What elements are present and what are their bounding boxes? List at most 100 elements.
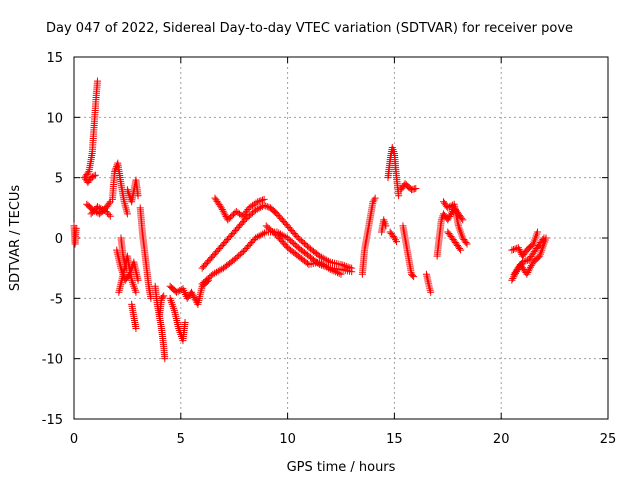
y-tick-label: -5 [50, 292, 63, 307]
data-point [255, 197, 263, 205]
x-tick-label: 0 [70, 432, 78, 447]
series-seg-08 [117, 234, 130, 272]
data-point [332, 268, 340, 276]
data-point [161, 355, 169, 363]
data-point [409, 271, 417, 279]
data-point [239, 247, 247, 255]
series-seg-24 [397, 180, 420, 194]
data-point [134, 192, 142, 200]
data-point [323, 263, 331, 271]
data-point [462, 239, 470, 247]
data-point [344, 263, 352, 271]
data-point [410, 273, 418, 281]
series-seg-21 [378, 216, 390, 236]
data-point [393, 238, 401, 246]
data-point [102, 207, 110, 215]
data-point [317, 259, 325, 267]
data-point [260, 195, 268, 203]
data-point [91, 171, 99, 179]
series-seg-11 [136, 204, 155, 302]
data-point [319, 261, 327, 269]
data-point [260, 201, 268, 209]
data-point [122, 264, 130, 272]
data-point [316, 258, 324, 266]
data-point [123, 210, 131, 218]
data-point [526, 265, 534, 273]
series-seg-12 [151, 282, 169, 363]
data-point [265, 203, 273, 211]
data-point [524, 268, 532, 276]
y-tick-label: 10 [46, 111, 63, 126]
data-point [316, 252, 324, 260]
series-seg-20 [358, 194, 379, 278]
data-point [317, 253, 325, 261]
data-point [342, 262, 350, 270]
series-seg-04 [87, 203, 114, 220]
data-point [254, 198, 262, 206]
series-seg-26 [422, 270, 435, 296]
data-point [444, 204, 452, 212]
data-point [216, 266, 224, 274]
data-point [325, 257, 333, 265]
data-point [84, 169, 92, 177]
data-point [508, 246, 516, 254]
data-point [534, 228, 542, 236]
series-seg-29 [444, 228, 465, 254]
series-seg-19 [262, 222, 345, 278]
data-point [525, 267, 533, 275]
data-point [105, 199, 113, 207]
series-seg-13 [155, 292, 168, 320]
data-point [395, 192, 403, 200]
data-point [463, 240, 471, 248]
series-seg-10 [128, 300, 140, 332]
data-point [220, 209, 228, 217]
data-point [221, 211, 229, 219]
data-point [252, 199, 260, 207]
data-point [244, 206, 252, 214]
data-point [515, 245, 523, 253]
data-point [211, 269, 219, 277]
data-point [212, 268, 220, 276]
data-point [516, 247, 524, 255]
x-tick-label: 20 [493, 432, 510, 447]
data-point [527, 262, 535, 270]
data-point [218, 206, 226, 214]
data-point [390, 234, 398, 242]
data-point [280, 232, 288, 240]
data-point [341, 262, 349, 270]
data-point [333, 269, 341, 277]
data-point [520, 258, 528, 266]
data-point [259, 230, 267, 238]
x-tick-label: 5 [177, 432, 185, 447]
data-point [319, 254, 327, 262]
data-point [214, 267, 222, 275]
data-point [371, 194, 379, 202]
data-point [445, 203, 453, 211]
data-point [337, 270, 345, 278]
data-point [514, 244, 522, 252]
data-points [70, 77, 550, 363]
series-seg-14 [166, 294, 189, 345]
data-point [134, 276, 142, 284]
data-point [369, 198, 377, 206]
series-seg-27 [433, 204, 467, 260]
y-tick-label: 5 [55, 172, 63, 187]
x-tick-label: 15 [386, 432, 403, 447]
data-point [174, 287, 182, 295]
y-tick-label: 0 [55, 232, 63, 247]
data-point [260, 229, 268, 237]
data-point [447, 211, 455, 219]
axis-ticks: 0 5 10 15 20 25 -15 -10 -5 0 5 10 15 [42, 51, 617, 447]
series-seg-16 [198, 201, 356, 272]
data-point [190, 293, 198, 301]
data-point [255, 232, 263, 240]
data-point [444, 216, 452, 224]
data-point [323, 256, 331, 264]
data-point [370, 196, 378, 204]
series-seg-22 [384, 144, 403, 200]
data-point [262, 202, 270, 210]
y-tick-label: 15 [46, 51, 63, 66]
series-seg-02 [81, 171, 99, 186]
data-point [209, 270, 217, 278]
data-point [132, 288, 140, 296]
